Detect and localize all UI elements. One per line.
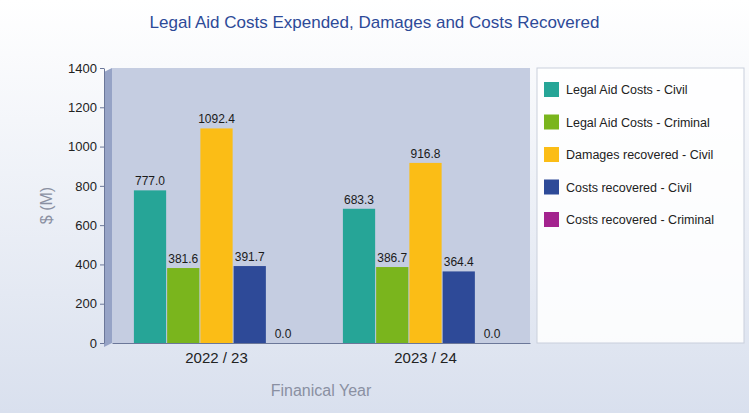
- data-labels: 777.0 683.3 381.6 386.7 1092.4 916.8 391.7 364.…: [135, 112, 501, 341]
- legend-label: Damages recovered - Civil: [566, 148, 713, 162]
- y-tick-mark: [100, 343, 104, 344]
- legend-item: Legal Aid Costs - Civil: [544, 82, 688, 97]
- legend-swatch: [544, 82, 559, 97]
- y-tick-label: 200: [75, 296, 97, 311]
- y-tick-label: 800: [75, 179, 97, 194]
- y-tick: 1000: [68, 139, 104, 154]
- bar: [376, 267, 408, 343]
- y-tick-label: 0: [90, 336, 97, 351]
- y-tick-mark: [100, 304, 104, 305]
- legend-label: Legal Aid Costs - Criminal: [566, 116, 710, 130]
- data-label: 386.7: [377, 251, 407, 265]
- y-axis: 0 200 400 600 800 1000 1200 1400: [68, 61, 104, 351]
- background: [0, 0, 749, 413]
- y-tick-mark: [100, 186, 104, 187]
- legend-swatch: [544, 212, 559, 227]
- bar: [234, 266, 266, 343]
- y-tick-mark: [100, 225, 104, 226]
- x-axis-line: [113, 343, 531, 344]
- bar: [409, 163, 441, 343]
- y-tick: 800: [75, 179, 104, 194]
- x-tick-label: 2023 / 24: [394, 349, 457, 366]
- legend-swatch: [544, 147, 559, 162]
- y-tick-mark: [100, 107, 104, 108]
- y-tick: 600: [75, 218, 104, 233]
- y-tick: 200: [75, 296, 104, 311]
- bars: [134, 128, 475, 343]
- y-tick-mark: [100, 264, 104, 265]
- bar: [167, 268, 199, 343]
- plot-area: [112, 68, 530, 343]
- data-label: 683.3: [344, 193, 374, 207]
- y-tick-label: 1200: [68, 100, 97, 115]
- y-tick-mark: [100, 147, 104, 148]
- bar: [200, 128, 232, 343]
- data-label: 391.7: [235, 250, 265, 264]
- data-label: 0.0: [484, 327, 501, 341]
- data-label: 0.0: [275, 327, 292, 341]
- legend-item: Costs recovered - Civil: [544, 180, 692, 195]
- y-tick: 1200: [68, 100, 104, 115]
- data-label: 1092.4: [198, 112, 235, 126]
- y-axis-line: [104, 69, 105, 344]
- legend-label: Legal Aid Costs - Civil: [566, 83, 688, 97]
- legend-item: Legal Aid Costs - Criminal: [544, 115, 710, 130]
- y-tick-label: 600: [75, 218, 97, 233]
- y-tick: 0: [90, 336, 104, 351]
- legend-label: Costs recovered - Criminal: [566, 213, 714, 227]
- legend: Legal Aid Costs - Civil Legal Aid Costs -…: [537, 68, 744, 343]
- legend-box: [537, 68, 744, 343]
- bar: [443, 271, 475, 343]
- bar: [134, 190, 166, 343]
- y-tick-label: 1400: [68, 61, 97, 76]
- y-tick-label: 400: [75, 257, 97, 272]
- legend-swatch: [544, 115, 559, 130]
- legend-swatch: [544, 180, 559, 195]
- data-label: 364.4: [444, 255, 474, 269]
- x-tick-label: 2022 / 23: [185, 349, 248, 366]
- bar: [343, 209, 375, 343]
- legend-item: Damages recovered - Civil: [544, 147, 713, 162]
- legend-item: Costs recovered - Criminal: [544, 212, 714, 227]
- x-tick: 2023 / 24: [394, 343, 457, 366]
- data-label: 777.0: [135, 174, 165, 188]
- bar: [267, 343, 299, 344]
- data-label: 916.8: [410, 147, 440, 161]
- bar: [476, 343, 508, 344]
- x-axis-title: Finanical Year: [271, 382, 372, 399]
- legend-label: Costs recovered - Civil: [566, 181, 692, 195]
- plot-wall: [104, 68, 112, 347]
- x-axis: 2022 / 23 2023 / 24: [113, 343, 531, 366]
- x-tick: 2022 / 23: [185, 343, 248, 366]
- chart-svg: 777.0 683.3 381.6 386.7 1092.4 916.8 391.7 364.…: [0, 0, 749, 413]
- y-axis-title: $ (M): [38, 187, 55, 224]
- y-tick-label: 1000: [68, 139, 97, 154]
- y-tick: 1400: [68, 61, 104, 76]
- chart-title: Legal Aid Costs Expended, Damages and Co…: [150, 13, 600, 32]
- y-tick-mark: [100, 68, 104, 69]
- y-tick: 400: [75, 257, 104, 272]
- data-label: 381.6: [168, 252, 198, 266]
